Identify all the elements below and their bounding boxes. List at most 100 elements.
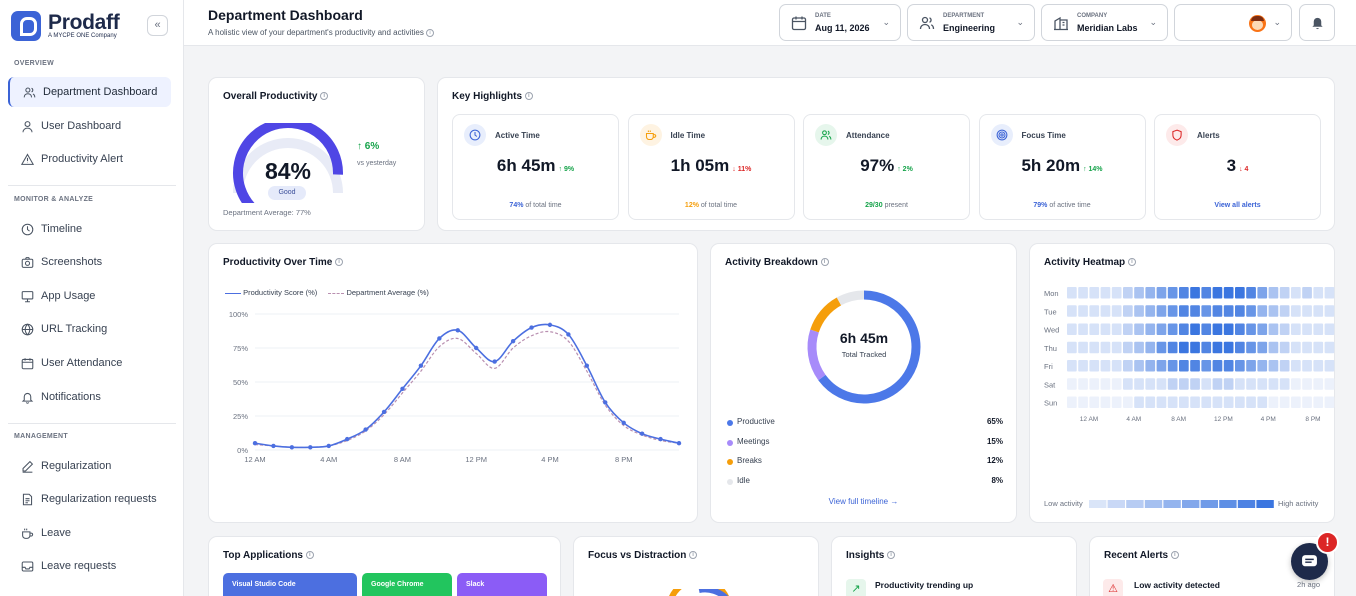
- heatmap-cell[interactable]: [1246, 341, 1256, 354]
- heatmap-cell[interactable]: [1078, 360, 1088, 372]
- highlight-card-focus-time[interactable]: Focus Time 5h 20m ↑ 14% 79% of active time: [978, 114, 1146, 220]
- heatmap-cell[interactable]: [1067, 378, 1077, 390]
- heatmap-cell[interactable]: [1123, 396, 1133, 409]
- info-icon[interactable]: i: [524, 92, 533, 101]
- heatmap-cell[interactable]: [1235, 360, 1245, 372]
- data-point[interactable]: [529, 325, 534, 330]
- heatmap-cell[interactable]: [1212, 360, 1223, 372]
- heatmap-cell[interactable]: [1246, 396, 1256, 409]
- heatmap-cell[interactable]: [1302, 396, 1312, 409]
- data-point[interactable]: [437, 336, 442, 341]
- heatmap-cell[interactable]: [1268, 341, 1279, 354]
- heatmap-cell[interactable]: [1190, 341, 1200, 354]
- heatmap-cell[interactable]: [1190, 360, 1200, 372]
- heatmap-cell[interactable]: [1302, 287, 1312, 299]
- user-menu[interactable]: ⌄: [1174, 4, 1292, 41]
- heatmap-cell[interactable]: [1302, 323, 1312, 336]
- data-point[interactable]: [474, 345, 479, 351]
- heatmap-cell[interactable]: [1078, 378, 1088, 390]
- heatmap-cell[interactable]: [1279, 341, 1290, 354]
- heatmap-cell[interactable]: [1291, 341, 1301, 354]
- heatmap-cell[interactable]: [1145, 287, 1156, 299]
- highlight-footnote[interactable]: View all alerts: [1214, 202, 1261, 209]
- heatmap-cell[interactable]: [1078, 323, 1088, 336]
- data-point[interactable]: [271, 443, 276, 449]
- data-point[interactable]: [400, 386, 405, 391]
- heatmap-cell[interactable]: [1223, 287, 1234, 299]
- donut-slice-productive[interactable]: [818, 290, 921, 404]
- heatmap-cell[interactable]: [1246, 287, 1256, 299]
- heatmap-cell[interactable]: [1257, 323, 1268, 336]
- donut-slice-meetings[interactable]: [807, 329, 826, 381]
- heatmap-cell[interactable]: [1279, 323, 1290, 336]
- heatmap-cell[interactable]: [1190, 323, 1200, 336]
- heatmap-cell[interactable]: [1235, 287, 1245, 299]
- company-filter[interactable]: COMPANY Meridian Labs ⌄: [1041, 4, 1168, 41]
- data-point[interactable]: [418, 363, 424, 368]
- heatmap-cell[interactable]: [1324, 287, 1335, 299]
- heatmap-cell[interactable]: [1201, 341, 1212, 354]
- heatmap-cell[interactable]: [1111, 360, 1122, 372]
- heatmap-cell[interactable]: [1167, 341, 1178, 354]
- heatmap-cell[interactable]: [1156, 323, 1167, 336]
- view-full-timeline-link[interactable]: View full timeline →: [828, 497, 899, 506]
- prodaff-logo-icon[interactable]: [11, 11, 41, 41]
- heatmap-cell[interactable]: [1089, 341, 1100, 354]
- heatmap-cell[interactable]: [1100, 287, 1111, 299]
- heatmap-cell[interactable]: [1111, 287, 1122, 299]
- sidebar-item-productivity-alert[interactable]: Productivity Alert: [8, 144, 171, 174]
- sidebar-item-url-tracking[interactable]: URL Tracking: [8, 314, 171, 344]
- heatmap-cell[interactable]: [1067, 341, 1077, 354]
- heatmap-cell[interactable]: [1123, 305, 1133, 317]
- heatmap-cell[interactable]: [1246, 323, 1256, 336]
- heatmap-cell[interactable]: [1167, 287, 1178, 299]
- donut-slice-breaks[interactable]: [810, 297, 842, 333]
- data-point[interactable]: [381, 409, 387, 415]
- notifications-button[interactable]: [1299, 4, 1335, 41]
- heatmap-cell[interactable]: [1145, 341, 1156, 354]
- heatmap-cell[interactable]: [1078, 341, 1088, 354]
- data-point[interactable]: [658, 436, 663, 442]
- highlight-card-active-time[interactable]: Active Time 6h 45m ↑ 9% 74% of total time: [452, 114, 619, 220]
- heatmap-cell[interactable]: [1179, 360, 1189, 372]
- data-point[interactable]: [289, 445, 295, 450]
- heatmap-cell[interactable]: [1134, 323, 1144, 336]
- heatmap-cell[interactable]: [1145, 305, 1156, 317]
- info-icon[interactable]: i: [887, 551, 896, 560]
- info-icon[interactable]: i: [335, 258, 344, 267]
- heatmap-cell[interactable]: [1246, 305, 1256, 317]
- heatmap-cell[interactable]: [1302, 360, 1312, 372]
- sidebar-item-regularization-requests[interactable]: Regularization requests: [8, 484, 171, 514]
- heatmap-cell[interactable]: [1156, 341, 1167, 354]
- heatmap-cell[interactable]: [1313, 323, 1324, 336]
- sidebar-item-app-usage[interactable]: App Usage: [8, 281, 171, 311]
- data-point[interactable]: [621, 420, 626, 425]
- heatmap-cell[interactable]: [1223, 323, 1234, 336]
- heatmap-cell[interactable]: [1067, 323, 1077, 336]
- heatmap-cell[interactable]: [1223, 305, 1234, 317]
- heatmap-cell[interactable]: [1223, 378, 1234, 390]
- data-point[interactable]: [603, 400, 608, 405]
- heatmap-cell[interactable]: [1156, 360, 1167, 372]
- heatmap-cell[interactable]: [1145, 396, 1156, 409]
- heatmap-cell[interactable]: [1179, 305, 1189, 317]
- app-vscode[interactable]: Visual Studio Code: [223, 573, 357, 596]
- heatmap-cell[interactable]: [1190, 287, 1200, 299]
- heatmap-cell[interactable]: [1279, 378, 1290, 390]
- heatmap-cell[interactable]: [1167, 360, 1178, 372]
- heatmap-cell[interactable]: [1212, 341, 1223, 354]
- heatmap-cell[interactable]: [1235, 378, 1245, 390]
- heatmap-cell[interactable]: [1145, 323, 1156, 336]
- heatmap-cell[interactable]: [1167, 396, 1178, 409]
- info-icon[interactable]: i: [689, 551, 698, 560]
- heatmap-cell[interactable]: [1179, 287, 1189, 299]
- data-point[interactable]: [566, 332, 571, 337]
- heatmap-cell[interactable]: [1291, 396, 1301, 409]
- heatmap-cell[interactable]: [1246, 378, 1256, 390]
- data-point[interactable]: [308, 445, 313, 450]
- data-point[interactable]: [455, 328, 460, 333]
- highlight-card-attendance[interactable]: Attendance 97% ↑ 2% 29/30 present: [803, 114, 970, 220]
- app-slack[interactable]: Slack: [457, 573, 547, 596]
- heatmap-cell[interactable]: [1257, 396, 1268, 409]
- info-icon[interactable]: i: [320, 92, 329, 101]
